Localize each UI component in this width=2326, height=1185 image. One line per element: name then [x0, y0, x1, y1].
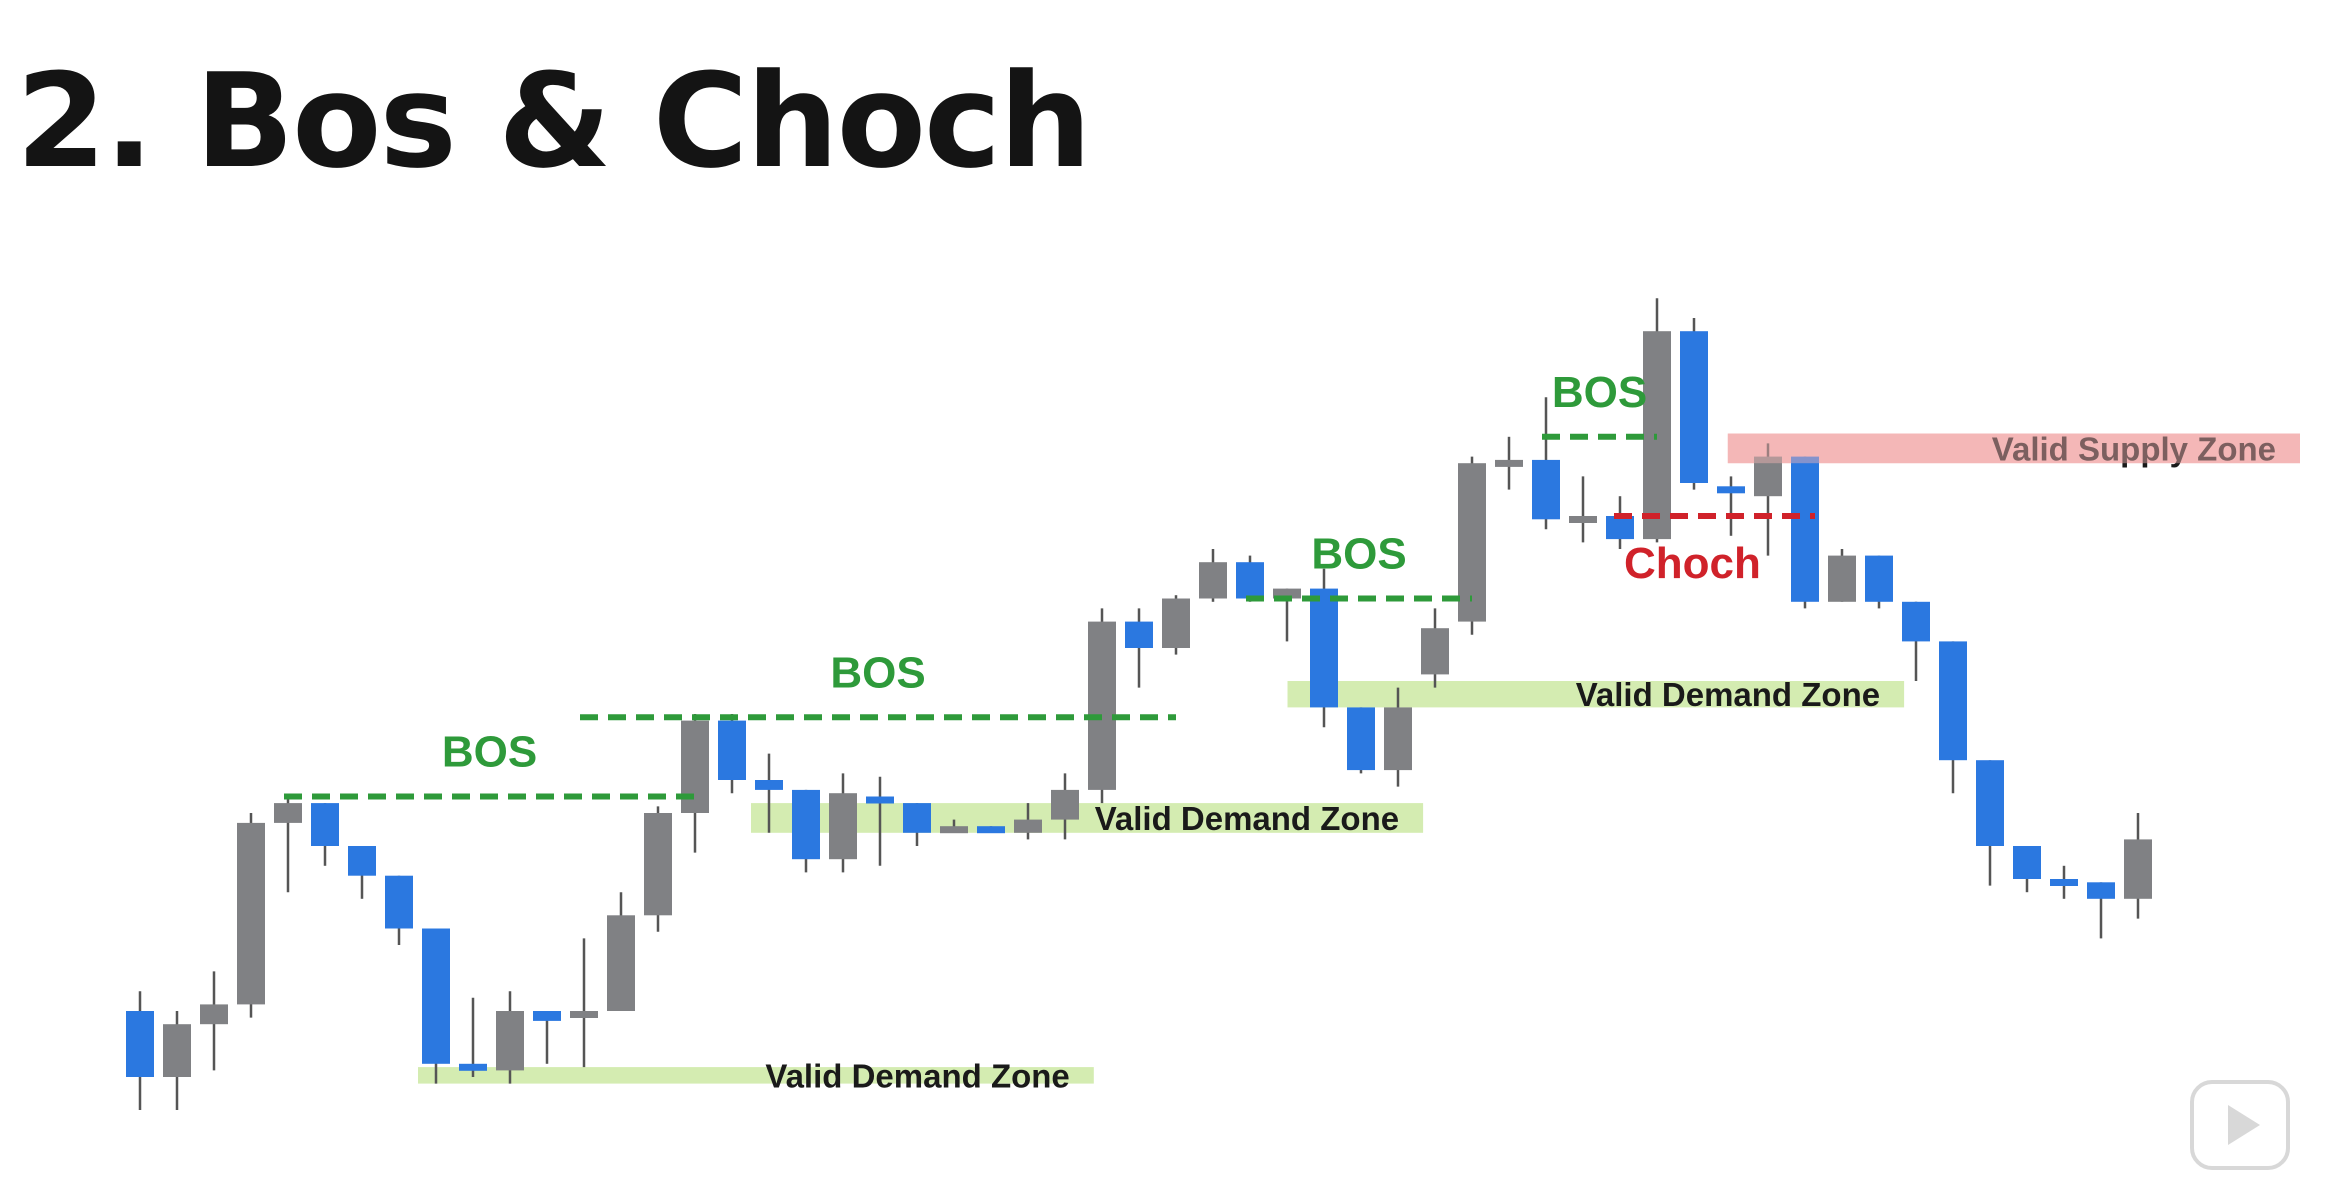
- candle-body-36: [1458, 463, 1486, 622]
- candle-body-5: [311, 803, 339, 846]
- candle-body-6: [348, 846, 376, 876]
- bos-label-1: BOS: [830, 648, 925, 697]
- candle-body-25: [1051, 789, 1079, 820]
- supply-zone-3: [1727, 433, 2300, 464]
- candle-body-14: [644, 813, 672, 916]
- demand-zone-0: [418, 1067, 1094, 1084]
- page-title: 2. Bos & Choch: [16, 45, 1092, 197]
- bos-label-3: BOS: [1552, 368, 1647, 417]
- candle-body-43: [1717, 486, 1745, 494]
- candle-body-9: [459, 1063, 487, 1071]
- candle-body-0: [126, 1011, 154, 1077]
- candle-body-42: [1680, 331, 1708, 483]
- supply-zone-overlay-0: [1727, 433, 2300, 464]
- candle-body-17: [755, 780, 783, 790]
- candle-body-46: [1828, 555, 1856, 602]
- candle-body-45: [1791, 456, 1819, 602]
- candle-body-22: [940, 826, 968, 834]
- demand-zone-label-2: Valid Demand Zone: [1576, 676, 1880, 713]
- bos-label-0: BOS: [442, 728, 537, 777]
- candle-body-31: [1273, 588, 1301, 599]
- play-icon: [2228, 1105, 2260, 1145]
- candle-body-8: [422, 928, 450, 1064]
- candle-body-50: [1976, 760, 2004, 846]
- candle-body-53: [2087, 882, 2115, 899]
- candle-body-7: [385, 875, 413, 929]
- candle-body-48: [1902, 601, 1930, 642]
- candle-body-47: [1865, 555, 1893, 602]
- candle-body-33: [1347, 707, 1375, 771]
- candle-body-24: [1014, 819, 1042, 833]
- play-button[interactable]: [2190, 1080, 2290, 1170]
- candle-body-29: [1199, 562, 1227, 599]
- candle-body-54: [2124, 839, 2152, 899]
- demand-zone-label-1: Valid Demand Zone: [1095, 800, 1399, 837]
- candle-body-38: [1532, 459, 1560, 520]
- candle-body-34: [1384, 707, 1412, 771]
- candle-body-32: [1310, 588, 1338, 708]
- candle-body-4: [274, 803, 302, 823]
- demand-zone-label-0: Valid Demand Zone: [765, 1057, 1069, 1094]
- candle-body-52: [2050, 879, 2078, 886]
- candle-body-1: [163, 1024, 191, 1077]
- candle-body-44: [1754, 456, 1782, 497]
- supply-zone-label-3: Valid Supply Zone: [1992, 430, 2276, 467]
- candle-body-35: [1421, 628, 1449, 675]
- candle-body-18: [792, 789, 820, 860]
- demand-zone-1: [751, 803, 1424, 833]
- bos-label-2: BOS: [1311, 530, 1406, 579]
- candle-body-21: [903, 803, 931, 833]
- candle-body-16: [718, 720, 746, 780]
- candle-body-49: [1939, 641, 1967, 761]
- candle-body-37: [1495, 459, 1523, 467]
- candle-body-12: [570, 1011, 598, 1018]
- candle-body-27: [1125, 621, 1153, 648]
- candle-body-3: [237, 822, 265, 1005]
- candle-body-39: [1569, 516, 1597, 523]
- candle-body-10: [496, 1011, 524, 1071]
- candle-body-28: [1162, 598, 1190, 648]
- candle-body-51: [2013, 846, 2041, 879]
- candle-body-26: [1088, 621, 1116, 790]
- candle-body-40: [1606, 516, 1634, 540]
- candle-body-23: [977, 826, 1005, 834]
- candle-body-2: [200, 1004, 228, 1025]
- demand-zone-2: [1287, 681, 1905, 708]
- candle-body-19: [829, 793, 857, 860]
- candle-body-13: [607, 915, 635, 1011]
- candle-body-30: [1236, 562, 1264, 599]
- choch-label: Choch: [1624, 539, 1761, 588]
- candle-body-11: [533, 1011, 561, 1021]
- candle-body-20: [866, 796, 894, 804]
